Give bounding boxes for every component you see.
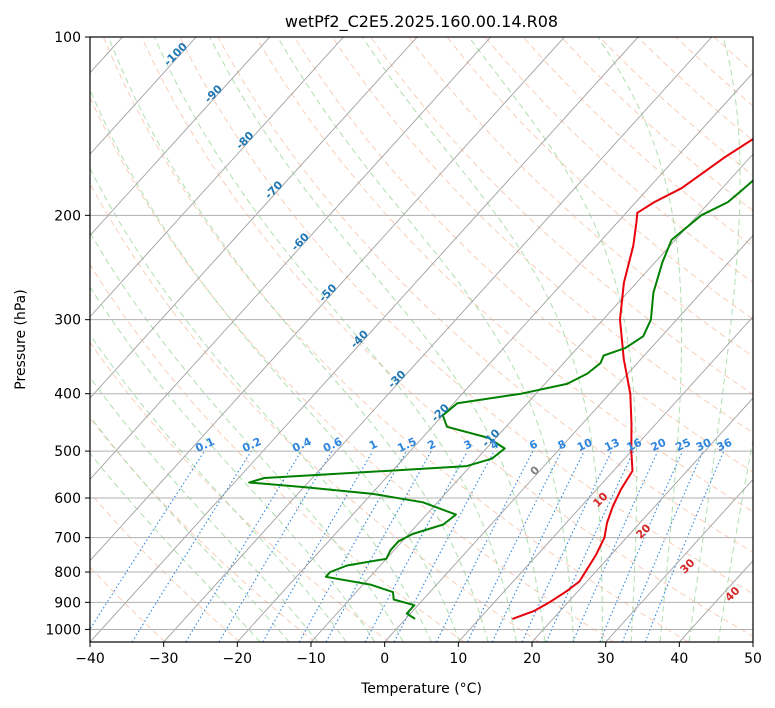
isotherm-line [531, 397, 753, 642]
mixing-ratio-label: 30 [694, 436, 714, 454]
mixing-ratio-label: 25 [673, 436, 692, 454]
y-tick-label: 400 [54, 387, 81, 403]
moist-adiabat [108, 37, 489, 642]
dry-adiabat [446, 37, 753, 320]
isotherm-line [163, 37, 713, 642]
dry-adiabat [90, 417, 316, 642]
x-axis-title: Temperature (°C) [360, 681, 482, 697]
mixing-ratio-line [185, 450, 302, 642]
dry-adiabat [331, 37, 753, 434]
dry-adiabat [408, 37, 753, 358]
mixing-ratio-line [599, 450, 684, 642]
y-tick-label: 800 [54, 565, 81, 581]
grid-layer [90, 37, 753, 642]
plot-frame [89, 36, 754, 643]
y-axis-title: Pressure (hPa) [13, 289, 29, 389]
moist-adiabat [90, 452, 261, 642]
x-tick-label: −20 [223, 651, 253, 667]
tick-layer: −40 −30 −20 −10 0 10 20 30 40 50 100 200 300 400 500 60… [45, 30, 762, 667]
dry-adiabat [90, 491, 241, 642]
isotherm-line [90, 37, 639, 642]
dry-adiabat [90, 263, 465, 642]
moist-adiabat [90, 231, 404, 642]
mixing-ratio-label: 20 [649, 436, 669, 454]
dry-adiabat [370, 37, 753, 395]
x-tick-label: 50 [744, 651, 762, 667]
isotherm-line [457, 316, 753, 642]
plot-background [90, 37, 753, 642]
y-tick-label: 1000 [45, 622, 81, 638]
chart-title: wetPf2_C2E5.2025.160.00.14.R08 [285, 12, 558, 32]
y-tick-label: 200 [54, 208, 81, 224]
dry-adiabat [255, 37, 753, 513]
mixing-ratio-line [325, 450, 432, 642]
dry-adiabat [90, 566, 166, 642]
mixing-ratio-label: 36 [715, 436, 735, 454]
isotherm-line [384, 234, 753, 642]
isotherm-line [236, 72, 753, 642]
mixing-ratio-line [435, 450, 534, 642]
isotherm-line [310, 153, 753, 642]
moist-adiabat [717, 437, 753, 642]
isotherm-line [90, 37, 271, 237]
moist-adiabat [468, 37, 638, 642]
y-tick-label: 100 [54, 30, 81, 46]
moist-adiabat [688, 37, 741, 642]
x-tick-label: 20 [523, 651, 541, 667]
moist-adiabat [154, 37, 517, 642]
y-tick-label: 600 [54, 491, 81, 507]
moist-adiabat [361, 37, 603, 642]
isotherm-line [90, 37, 565, 562]
mixing-ratio-line [90, 450, 205, 631]
dry-adiabat [90, 96, 614, 642]
mixing-ratio-label: 10 [575, 436, 595, 454]
isotherm-line [90, 37, 492, 481]
y-tick-label: 900 [54, 595, 81, 611]
moist-adiabat [597, 37, 683, 642]
moist-adiabat [90, 285, 376, 642]
mixing-ratio-line [467, 450, 562, 642]
x-tick-label: 0 [380, 651, 389, 667]
x-tick-label: 10 [449, 651, 467, 667]
x-tick-label: −10 [296, 651, 326, 667]
dry-adiabat [102, 37, 689, 642]
isotherm-line [605, 478, 753, 642]
moist-adiabat [90, 88, 461, 642]
isotherm-line [90, 37, 197, 155]
moist-adiabat [90, 167, 432, 642]
isotherm-line [752, 641, 753, 642]
y-tick-label: 700 [54, 531, 81, 547]
moist-adiabat [209, 37, 546, 642]
moist-adiabat [90, 376, 319, 642]
series-layer [248, 137, 753, 620]
x-tick-label: −40 [75, 651, 105, 667]
x-tick-label: 30 [597, 651, 615, 667]
dry-adiabat [484, 37, 753, 284]
moist-adiabat [277, 37, 575, 642]
mixing-ratio-line [621, 450, 704, 642]
x-tick-label: −30 [149, 651, 179, 667]
dry-adiabat [90, 182, 540, 642]
mixing-ratio-line [364, 450, 468, 642]
moist-adiabat [90, 333, 347, 642]
dry-adiabat [179, 37, 753, 595]
isotherm-line [90, 37, 418, 399]
dry-adiabat [217, 37, 753, 554]
y-tick-label: 300 [54, 313, 81, 329]
temperature-profile-line [512, 137, 753, 620]
y-tick-label: 500 [54, 444, 81, 460]
mixing-ratio-line [572, 450, 659, 642]
mixing-ratio-label: 16 [625, 436, 645, 454]
mixing-ratio-label: 13 [602, 436, 621, 454]
dewpoint-profile-line [248, 179, 753, 620]
isotherm-line [90, 37, 344, 318]
x-tick-label: 40 [670, 651, 688, 667]
